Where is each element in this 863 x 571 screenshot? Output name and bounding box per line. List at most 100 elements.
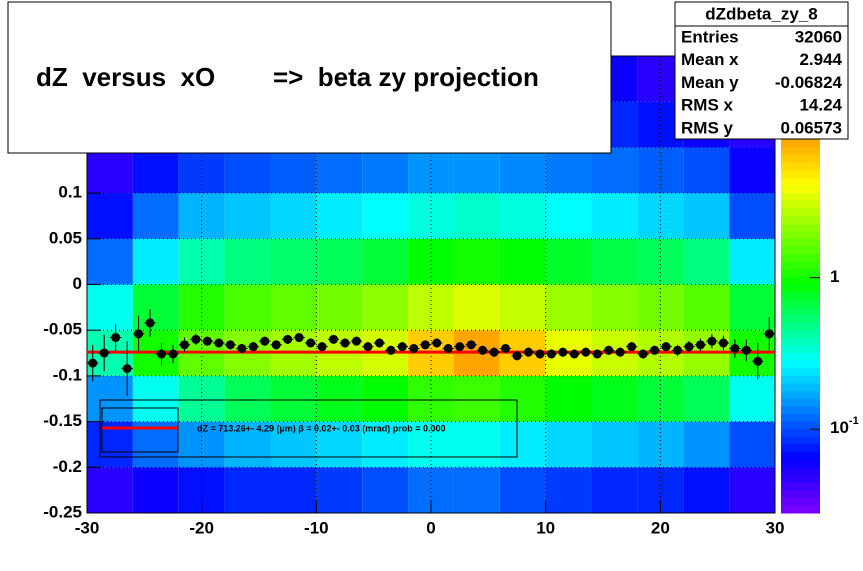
- heat-cell: [316, 193, 363, 239]
- profile-point: [191, 334, 201, 344]
- legend-sample-box: [101, 407, 179, 453]
- heat-cell: [545, 284, 592, 331]
- profile-point: [638, 349, 648, 359]
- y-tick-label: -0.05: [43, 320, 82, 339]
- profile-point: [317, 342, 327, 352]
- palette-cell: [781, 193, 820, 202]
- palette-cell: [781, 162, 820, 171]
- profile-point: [523, 347, 533, 357]
- heat-cell: [499, 421, 546, 468]
- heat-cell: [545, 193, 592, 239]
- heat-cell: [178, 284, 225, 331]
- heat-cell: [224, 238, 271, 285]
- heat-cell: [683, 193, 730, 239]
- profile-point: [202, 336, 212, 346]
- profile-point: [753, 356, 763, 366]
- palette-cell: [781, 223, 820, 232]
- profile-point: [409, 343, 419, 353]
- profile-point: [673, 345, 683, 355]
- heat-cell: [591, 193, 638, 239]
- profile-point: [764, 329, 774, 339]
- heat-cell: [224, 147, 271, 194]
- stats-label: RMS y: [681, 118, 734, 137]
- y-tick-label: -0.15: [43, 411, 82, 430]
- heat-cell: [545, 467, 592, 513]
- stats-box: [674, 1, 849, 140]
- heat-cell: [178, 147, 225, 194]
- palette-cell: [781, 406, 820, 415]
- heat-cell: [637, 238, 684, 285]
- z-tick-label: 1: [830, 267, 839, 286]
- palette-cell: [781, 421, 820, 430]
- palette-cell: [781, 391, 820, 400]
- heat-cell: [591, 238, 638, 285]
- heat-cell: [270, 375, 317, 422]
- profile-point: [455, 342, 465, 352]
- heat-cell: [729, 467, 775, 513]
- heat-cell: [270, 467, 317, 513]
- profile-point: [363, 342, 373, 352]
- heat-cell: [729, 375, 775, 422]
- palette-cell: [781, 375, 820, 385]
- heat-cell: [132, 467, 179, 513]
- heat-cell: [499, 467, 546, 513]
- profile-point: [237, 343, 247, 353]
- y-tick-label: -0.1: [53, 365, 82, 384]
- heat-cell: [362, 284, 409, 331]
- heat-cell: [132, 193, 179, 239]
- profile-point: [134, 329, 144, 339]
- profile-point: [501, 343, 511, 353]
- palette-cell: [781, 238, 820, 247]
- profile-point: [145, 318, 155, 328]
- heat-cell: [499, 375, 546, 422]
- profile-point: [99, 348, 109, 358]
- palette-cell: [781, 444, 820, 453]
- heat-cell: [362, 238, 409, 285]
- heat-cell: [637, 284, 684, 331]
- heat-cell: [132, 238, 179, 285]
- heat-cell: [178, 193, 225, 239]
- profile-point: [569, 349, 579, 359]
- profile-point: [466, 340, 476, 350]
- palette-cell: [781, 459, 820, 468]
- heat-cell: [87, 284, 133, 331]
- heat-cell: [132, 375, 179, 422]
- palette-cell: [781, 490, 820, 499]
- profile-point: [695, 340, 705, 350]
- profile-point: [122, 364, 132, 374]
- heat-cell: [591, 284, 638, 331]
- palette-cell: [781, 398, 820, 407]
- profile-point: [271, 340, 281, 350]
- overlay: dZ versus xO => beta zy projection dZdbet…: [7, 1, 849, 154]
- palette-cell: [781, 353, 820, 362]
- profile-point: [650, 345, 660, 355]
- profile-point: [707, 336, 717, 346]
- heat-cell: [87, 238, 133, 285]
- profile-point: [512, 351, 522, 361]
- legend-label: dZ = 713.26+- 4.29 (µm) β = 0.02+- 0.03 …: [197, 423, 446, 433]
- palette-cell: [781, 330, 820, 339]
- heat-cell: [178, 238, 225, 285]
- heat-cell: [453, 421, 500, 468]
- palette-cell: [781, 436, 820, 445]
- heat-cell: [316, 375, 363, 422]
- heat-cell: [545, 147, 592, 194]
- x-tick-label: -20: [189, 518, 214, 537]
- heat-cell: [637, 193, 684, 239]
- profile-point: [443, 343, 453, 353]
- palette-cell: [781, 299, 820, 308]
- profile-point: [111, 333, 121, 343]
- heat-cell: [270, 238, 317, 285]
- stats-label: Mean y: [681, 73, 739, 92]
- stats-label: RMS x: [681, 96, 734, 115]
- profile-point: [604, 345, 614, 355]
- heat-cell: [408, 375, 454, 422]
- profile-point: [260, 336, 270, 346]
- profile-point: [340, 338, 350, 348]
- x-tick-label: -10: [304, 518, 329, 537]
- heat-cell: [683, 147, 730, 194]
- stats-label: Entries: [681, 27, 739, 46]
- z-tick-base: 10: [830, 419, 849, 438]
- profile-point: [329, 334, 339, 344]
